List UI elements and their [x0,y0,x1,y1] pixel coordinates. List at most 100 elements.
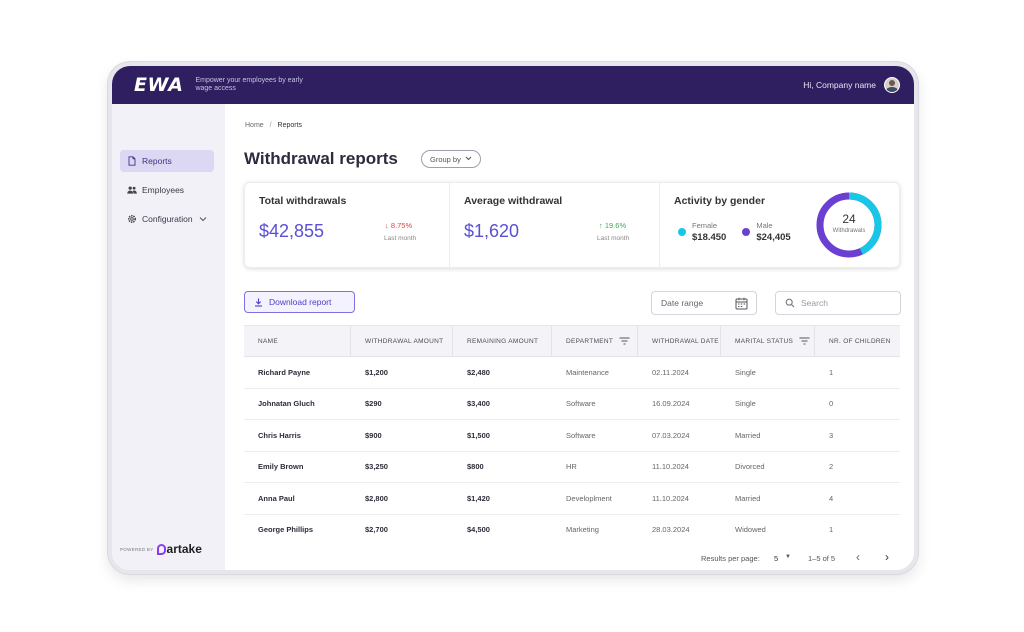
stat-value: $42,855 [259,221,325,241]
table-row[interactable]: George Phillips $2,700 $4,500 Marketing 28.0… [244,515,900,544]
sidebar-item-configuration[interactable]: Configuration [120,208,214,230]
table-body: Richard Payne $1,200 $2,480 Maintenance 02.1… [244,357,900,543]
table-cell: Divorced [735,462,765,472]
search-icon [785,298,795,308]
chevron-left-icon[interactable]: ‹ [856,550,860,564]
gender-name: Female [692,221,718,230]
breadcrumb-separator: / [269,122,272,129]
table-cell: Software [566,430,596,440]
table-cell: 07.03.2024 [652,430,690,440]
table-cell: 11.10.2024 [652,493,689,503]
table-cell: Single [735,367,756,377]
gender-amount: $24,405 [756,232,791,243]
column-header-label: WITHDRAWAL DATE [652,337,719,345]
calendar-icon[interactable] [735,297,748,310]
table-cell: $1,200 [365,367,388,377]
filter-icon[interactable] [619,337,630,345]
filter-icon[interactable] [799,337,810,345]
table-cell: Richard Payne [258,367,311,377]
app-logo[interactable]: EWA [134,74,184,96]
sidebar-item-label: Reports [142,156,172,166]
male-dot [742,228,751,236]
search-input[interactable] [801,298,887,308]
table-cell: 3 [829,430,834,440]
table-cell: 11.10.2024 [652,462,689,472]
gender-amount: $18.450 [692,232,727,243]
powered-by: POWERED BY artake [120,542,202,556]
table-cell: Widowed [735,525,766,535]
stat-delta-value: 8.75% [390,221,413,230]
stat-delta-value: 19.6% [604,221,627,230]
gear-icon [127,214,137,224]
table-cell: 1 [829,525,834,535]
stat-label: Total withdrawals [259,195,347,207]
avatar[interactable] [884,77,900,93]
table-row[interactable]: Anna Paul $2,800 $1,420 Developlment 11.10.2… [244,483,900,515]
gender-male: Male $24,405 [742,221,791,243]
pagination: Results per page: 5 ▼ 1–5 of 5 ‹ › [244,548,900,570]
results-per-page-label: Results per page: [701,554,760,563]
sidebar-item-employees[interactable]: Employees [120,179,214,201]
stat-activity-by-gender: Activity by gender Female $18.450 Male [660,183,899,267]
table-cell: Maintenance [566,367,609,377]
column-header-department[interactable]: DEPARTMENT [552,326,638,356]
female-dot [678,228,686,236]
date-range-picker[interactable]: Date range [651,291,757,315]
table-cell: Marketing [566,525,599,535]
stat-delta-sub: Last month [384,235,417,242]
column-header-withdrawal-date[interactable]: WITHDRAWAL DATE [638,326,721,356]
results-per-page-select[interactable]: 5 [774,554,779,563]
group-by-button[interactable]: Group by [421,150,481,168]
table-cell: $4,500 [467,525,490,535]
stat-average-withdrawal: Average withdrawal $1,620 ↑ 19.6% Last m… [450,183,660,267]
table-cell: Chris Harris [258,430,301,440]
table-cell: $800 [467,462,484,472]
table-cell: $900 [365,430,382,440]
chevron-down-icon[interactable] [199,215,207,224]
table-cell: Married [735,430,761,440]
table-row[interactable]: Johnatan Gluch $290 $3,400 Software 16.09.20… [244,389,900,420]
gender-name: Male [756,221,773,230]
people-icon [127,185,137,195]
donut-label: Withdrawals [832,228,866,234]
partake-brand: artake [166,542,202,556]
search-box [775,291,901,315]
column-header-remaining-amount[interactable]: REMAINING AMOUNT [453,326,552,356]
app-screen: EWA Empower your employees by early wage… [112,66,914,570]
table-row[interactable]: Chris Harris $900 $1,500 Software 07.03.2024… [244,420,900,452]
download-report-button[interactable]: Download report [244,291,355,313]
table-cell: 1 [829,367,834,377]
table-cell: $1,500 [467,430,490,440]
table-cell: Anna Paul [258,493,295,503]
column-header-marital-status[interactable]: MARITAL STATUS [721,326,815,356]
table-row[interactable]: Richard Payne $1,200 $2,480 Maintenance 02.1… [244,357,900,389]
partake-logo-mark-icon [156,543,166,555]
sidebar-item-reports[interactable]: Reports [120,150,214,172]
donut-female-segment [816,192,882,258]
table-cell: Developlment [566,493,612,503]
table-cell: Emily Brown [258,462,304,472]
donut-value: 24 [842,212,856,226]
chevron-right-icon[interactable]: › [885,550,889,564]
download-report-label: Download report [269,297,332,307]
column-header-nr-of-children[interactable]: NR. OF CHILDREN [815,326,900,356]
table-cell: HR [566,462,577,472]
page-title: Withdrawal reports [244,149,398,168]
column-header-withdrawal-amount[interactable]: WITHDRAWAL AMOUNT [351,326,453,356]
table-header: NAME WITHDRAWAL AMOUNT REMAINING AMOUNT … [244,326,900,357]
table-cell: 16.09.2024 [652,399,690,409]
download-icon [254,298,263,307]
powered-by-label: POWERED BY [120,546,154,552]
stat-total-withdrawals: Total withdrawals $42,855 ↓ 8.75% Last m… [245,183,450,267]
user-greeting[interactable]: Hi, Company name [803,80,876,90]
stat-label: Average withdrawal [464,195,563,207]
stats-card: Total withdrawals $42,855 ↓ 8.75% Last m… [244,182,900,268]
column-header-name[interactable]: NAME [244,326,351,356]
withdrawals-donut: 24 Withdrawals [815,191,883,259]
caret-down-icon[interactable]: ▼ [785,554,791,560]
table-row[interactable]: Emily Brown $3,250 $800 HR 11.10.2024 Divorce… [244,452,900,483]
table-cell: Single [735,399,756,409]
breadcrumb-home[interactable]: Home [245,122,264,129]
table-cell: Software [566,399,596,409]
column-header-label: WITHDRAWAL AMOUNT [365,337,444,345]
